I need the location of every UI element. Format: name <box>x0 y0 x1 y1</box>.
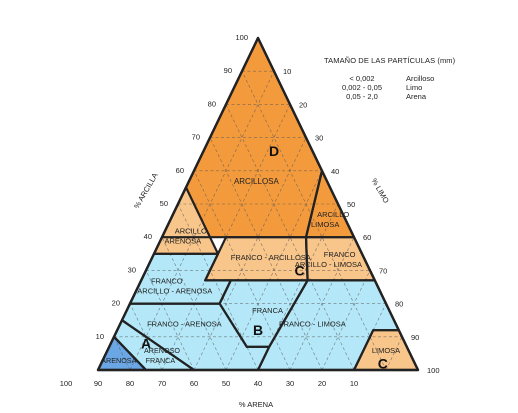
legend-row: < 0,002 Arcilloso <box>318 74 488 83</box>
legend-row: 0,05 - 2,0 Arena <box>318 92 488 101</box>
sand-tick-label: 10 <box>350 379 358 388</box>
clay-axis-label: % ARCILLA <box>132 171 160 210</box>
region-label: FRANCO - LIMOSA <box>279 320 346 329</box>
clay-tick-label: 20 <box>112 299 120 308</box>
region-label: ARCILLOSA <box>234 177 280 186</box>
sand-axis-label: % ARENA <box>239 400 273 409</box>
region-letter: B <box>253 322 263 338</box>
region-label: ARENOSO <box>144 346 180 355</box>
grid-line-sand <box>193 170 291 371</box>
sand-tick-label: 50 <box>222 379 230 388</box>
region-label: ARCILLO - LIMOSA <box>295 260 362 269</box>
legend-size: 0,002 - 0,05 <box>341 83 383 92</box>
silt-tick-label: 90 <box>411 333 419 342</box>
clay-tick-label: 60 <box>176 166 184 175</box>
region-label: LIMOSA <box>311 220 339 229</box>
region-label: FRANCO - ARCILLOSA <box>231 253 311 262</box>
region-limosa <box>354 330 418 370</box>
legend-name: Limo <box>406 83 423 92</box>
clay-tick-label: 90 <box>224 66 232 75</box>
region-franco-arcillo-limosa <box>306 237 375 281</box>
sand-tick-label: 60 <box>190 379 198 388</box>
region-letter: C <box>378 355 388 371</box>
region-label: LIMOSA <box>372 346 400 355</box>
region-label: FRANCO <box>324 250 356 259</box>
sand-tick-label: 20 <box>318 379 326 388</box>
grid-line-silt <box>385 336 403 371</box>
border-layer <box>96 36 420 372</box>
region-franca <box>219 280 308 347</box>
silt-tick-label: 80 <box>395 300 403 309</box>
sand-tick-label: 30 <box>286 379 294 388</box>
grid-line-silt <box>321 270 371 371</box>
legend-name: Arcilloso <box>406 74 435 83</box>
region-label: FRANCO <box>151 276 183 285</box>
silt-tick-label: 100 <box>427 366 440 375</box>
region-label: ARCILLO - ARENOSA <box>137 286 212 295</box>
clay-tick-label: 100 <box>235 33 248 42</box>
clay-tick-label: 80 <box>208 99 216 108</box>
particle-size-legend: TAMAÑO DE LAS PARTÍCULAS (mm) < 0,002 Ar… <box>318 56 488 101</box>
grid-line-sand <box>129 303 163 371</box>
sand-tick-label: 100 <box>60 379 73 388</box>
sand-tick-label: 80 <box>126 379 134 388</box>
region-label: ARCILLO <box>317 210 349 219</box>
region-label: FRANCO - ARENOSA <box>147 320 222 329</box>
grid-line-silt <box>193 137 307 371</box>
region-franco-arenosa <box>122 303 270 370</box>
silt-tick-label: 70 <box>379 266 387 275</box>
silt-tick-label: 40 <box>331 167 339 176</box>
region-franco-arcillosa <box>205 237 308 281</box>
legend-size: < 0,002 <box>349 74 375 83</box>
label-layer: ARCILLOSAARCILLOLIMOSAARCILLOARENOSAFRAN… <box>101 143 400 372</box>
region-label: ARENOSA <box>164 237 201 246</box>
tick-layer: 10 20 30 40 50 60 70 80 90 100 10 20 30 40 50 60 70 80 90 1… <box>60 33 440 388</box>
silt-tick-label: 10 <box>283 67 291 76</box>
silt-axis-label: % LIMO <box>369 177 390 205</box>
clay-tick-label: 30 <box>128 265 136 274</box>
legend-row: 0,002 - 0,05 Limo <box>318 83 488 92</box>
region-letter: D <box>269 143 279 159</box>
silt-tick-label: 50 <box>347 200 355 209</box>
clay-tick-label: 70 <box>192 133 200 142</box>
legend-size: 0,05 - 2,0 <box>346 92 378 101</box>
region-label: ARENOSA <box>101 356 136 365</box>
region-letter: A <box>141 335 151 351</box>
clay-tick-label: 50 <box>160 199 168 208</box>
grid-line-sand <box>241 71 387 371</box>
sand-tick-label: 40 <box>254 379 262 388</box>
grid-line-silt <box>289 237 355 371</box>
silt-tick-label: 30 <box>315 134 323 143</box>
legend-name: Arena <box>406 92 427 101</box>
clay-tick-label: 40 <box>144 232 152 241</box>
region-label: ARCILLO <box>175 227 207 236</box>
region-label: FRANCA <box>146 356 176 365</box>
sand-tick-label: 90 <box>94 379 102 388</box>
grid-line-sand <box>209 137 323 371</box>
grid-layer <box>113 70 403 371</box>
region-label: FRANCA <box>252 306 283 315</box>
region-franco-arcillo-arenosa <box>130 253 231 304</box>
sand-tick-label: 70 <box>158 379 166 388</box>
grid-line-sand <box>113 336 131 371</box>
clay-tick-label: 10 <box>96 332 104 341</box>
region-arcillo-limosa <box>306 170 354 238</box>
legend-title: TAMAÑO DE LAS PARTÍCULAS (mm) <box>324 56 456 65</box>
region-letter: C <box>295 262 305 278</box>
silt-tick-label: 20 <box>299 100 307 109</box>
triangle-outline <box>96 36 420 372</box>
silt-tick-label: 60 <box>363 233 371 242</box>
grid-line-sand <box>145 270 195 371</box>
